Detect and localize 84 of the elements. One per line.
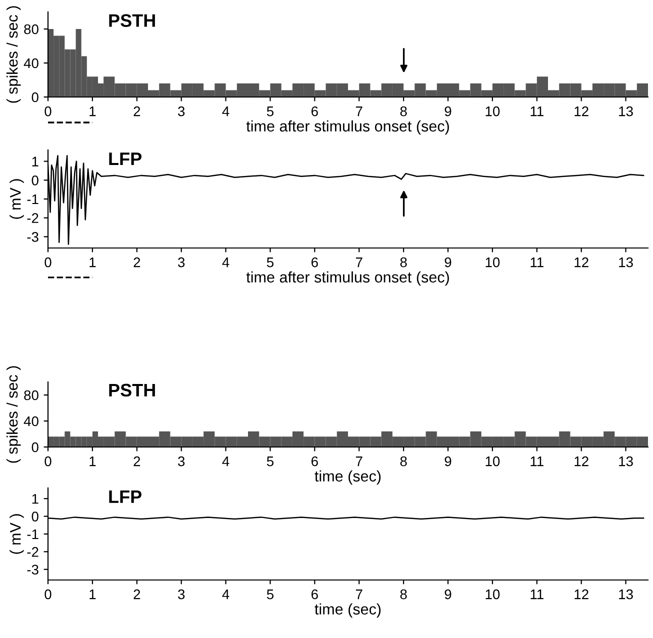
x-tick-label: 6 [312, 456, 318, 466]
x-tick-label: 10 [486, 589, 500, 600]
x-tick-label: 6 [312, 589, 318, 600]
x-tick-label: 8 [400, 106, 407, 116]
x-tick-label: 0 [44, 257, 52, 268]
x-tick-label: 2 [134, 257, 140, 268]
y-tick-label: -3 [27, 232, 38, 242]
x-tick-label: 9 [444, 257, 452, 268]
x-axis-title: time (sec) [314, 470, 381, 485]
x-tick-label: 12 [574, 106, 588, 116]
x-tick-label: 3 [178, 106, 185, 116]
x-tick-label: 8 [400, 257, 407, 268]
x-tick-label: 1 [90, 456, 96, 466]
y-axis-title: ( mV ) [10, 179, 24, 219]
y-tick-label: -1 [27, 194, 38, 204]
y-tick-label: 80 [24, 24, 38, 34]
x-tick-label: 9 [444, 456, 452, 466]
x-tick-label: 5 [266, 456, 274, 466]
x-tick-label: 11 [530, 258, 544, 268]
y-tick-label: 0 [32, 442, 38, 452]
x-tick-label: 6 [312, 106, 318, 116]
x-tick-label: 9 [444, 106, 452, 116]
x-axis-title: time (sec) [314, 603, 381, 618]
x-tick-label: 11 [530, 590, 544, 600]
x-tick-label: 12 [574, 257, 588, 268]
chart-title: LFP [109, 152, 142, 166]
x-tick-label: 3 [178, 589, 185, 600]
x-axis-title: time after stimulus onset (sec) [246, 271, 449, 286]
x-tick-label: 7 [356, 456, 362, 466]
y-tick-label: -3 [27, 564, 38, 575]
x-tick-label: 2 [134, 589, 140, 600]
x-tick-label: 5 [266, 106, 274, 116]
x-tick-label: 2 [134, 106, 140, 116]
x-tick-label: 3 [178, 257, 185, 268]
y-tick-label: 80 [24, 390, 38, 400]
x-tick-label: 10 [486, 257, 500, 268]
x-tick-label: 0 [44, 589, 52, 600]
x-tick-label: 1 [90, 106, 96, 116]
y-tick-label: 1 [32, 156, 38, 166]
chart-title: LFP [109, 490, 142, 503]
chart-title: PSTH [109, 14, 155, 27]
x-tick-label: 13 [619, 589, 633, 600]
x-tick-label: 11 [530, 456, 544, 466]
x-tick-label: 11 [530, 106, 544, 116]
x-tick-label: 0 [44, 106, 52, 116]
y-tick-label: -2 [27, 213, 38, 223]
x-tick-label: 7 [356, 106, 362, 116]
y-tick-label: 0 [32, 92, 38, 102]
x-tick-label: 12 [574, 456, 588, 466]
y-tick-label: -2 [27, 547, 38, 557]
x-tick-label: 5 [266, 590, 274, 600]
y-axis-title: ( spikes / sec ) [6, 366, 21, 463]
x-tick-label: 1 [90, 590, 96, 600]
x-tick-label: 5 [266, 258, 274, 268]
x-tick-label: 13 [619, 257, 633, 268]
x-tick-label: 4 [222, 456, 230, 466]
x-tick-label: 12 [574, 589, 588, 600]
x-tick-label: 4 [222, 106, 230, 116]
x-axis-title: time after stimulus onset (sec) [246, 120, 449, 135]
x-tick-label: 0 [44, 456, 52, 466]
chart-title: PSTH [109, 384, 155, 397]
x-tick-label: 4 [222, 258, 230, 268]
y-axis-title: ( spikes / sec ) [6, 6, 21, 103]
x-tick-label: 7 [356, 258, 362, 268]
x-tick-label: 13 [619, 106, 633, 116]
x-tick-label: 13 [619, 456, 633, 466]
x-tick-label: 10 [486, 106, 500, 116]
y-tick-label: 0 [32, 175, 38, 186]
x-tick-label: 8 [400, 589, 407, 600]
x-tick-label: 1 [90, 258, 96, 268]
x-tick-label: 8 [400, 456, 407, 466]
y-tick-label: -1 [27, 529, 38, 540]
x-tick-label: 3 [178, 456, 185, 466]
y-axis-title: ( mV ) [10, 514, 24, 554]
y-tick-label: 40 [24, 58, 38, 68]
x-tick-label: 4 [222, 590, 230, 600]
y-tick-label: 40 [24, 416, 38, 426]
x-tick-label: 2 [134, 456, 140, 466]
y-tick-label: 1 [32, 494, 38, 504]
x-tick-label: 6 [312, 257, 318, 268]
x-tick-label: 9 [444, 589, 452, 600]
x-tick-label: 7 [356, 590, 362, 600]
x-tick-label: 10 [486, 456, 500, 466]
y-tick-label: 0 [32, 512, 38, 522]
